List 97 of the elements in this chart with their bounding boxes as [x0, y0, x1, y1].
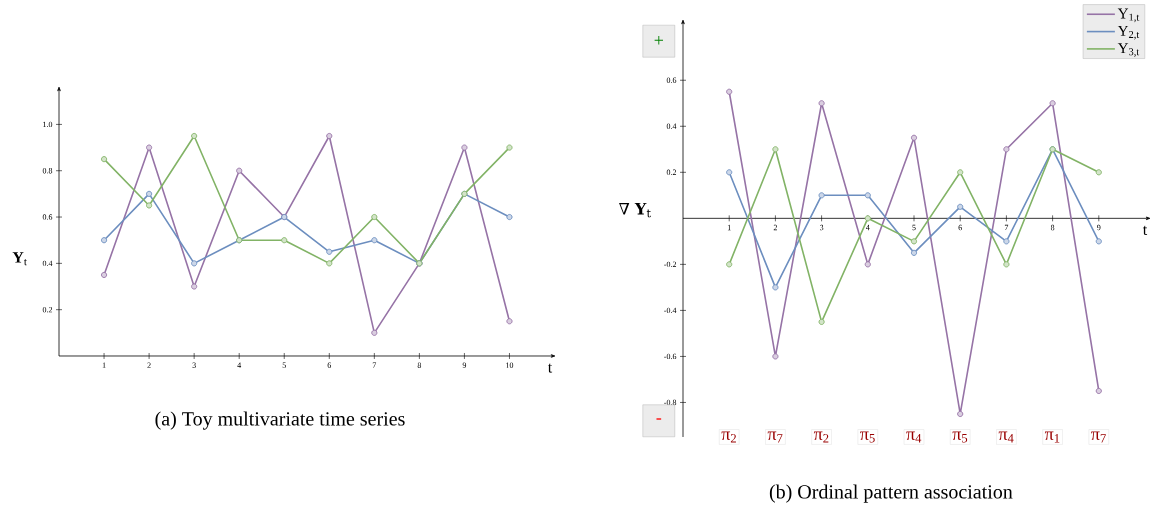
y-tick-label: 0.8 — [42, 168, 53, 174]
text: + — [654, 36, 663, 45]
point — [146, 202, 153, 209]
text: - — [656, 418, 662, 420]
point — [864, 261, 871, 268]
x-tick-label: 1 — [727, 224, 731, 231]
y-axis-title: Y$_{t}$ — [12, 252, 27, 266]
annotation: π$_{4}$ — [906, 431, 922, 443]
x-tick-label: 3 — [819, 224, 824, 231]
point — [910, 249, 918, 256]
point — [146, 144, 153, 151]
point — [726, 88, 733, 95]
point — [371, 329, 378, 336]
y-tick-label: 0.6 — [42, 214, 53, 220]
point — [957, 203, 964, 210]
y-tick-label: -0.4 — [664, 307, 677, 314]
legend-label: Y$_{1,t}$ — [1117, 8, 1140, 23]
point — [1003, 238, 1010, 245]
point — [818, 192, 825, 199]
legend-label: Y$_{2,t}$ — [1117, 25, 1140, 40]
point — [191, 283, 198, 290]
y-tick-label: 0.4 — [42, 260, 53, 267]
y-tick-label: 0.4 — [666, 123, 677, 129]
point — [864, 215, 871, 222]
point — [726, 261, 733, 268]
point — [281, 237, 288, 244]
point — [910, 134, 918, 141]
point — [1095, 387, 1102, 394]
point — [326, 248, 333, 255]
y-tick-label: 1.0 — [43, 121, 53, 128]
point — [191, 132, 198, 140]
point — [506, 318, 513, 325]
point — [864, 192, 871, 199]
x-tick-label: 5 — [912, 224, 916, 231]
x-axis-title: t — [1142, 225, 1148, 236]
x-tick-label: 8 — [1050, 224, 1055, 231]
x-tick-label: 2 — [147, 362, 151, 368]
x-tick-label: 9 — [462, 362, 467, 368]
annotation: π$_{4}$ — [998, 431, 1014, 443]
x-tick-label: 7 — [372, 362, 377, 368]
point — [371, 213, 378, 221]
point — [1049, 100, 1056, 107]
x-tick-label: 9 — [1097, 224, 1101, 231]
point — [818, 100, 825, 107]
x-tick-label: 4 — [865, 224, 870, 231]
point — [1003, 261, 1010, 268]
y-tick-label: -0.6 — [664, 353, 677, 360]
point — [236, 167, 243, 174]
x-tick-label: 1 — [102, 362, 106, 368]
point — [772, 146, 779, 153]
point — [726, 169, 733, 176]
point — [326, 260, 333, 267]
point — [772, 284, 779, 291]
x-tick-label: 5 — [282, 362, 286, 368]
point — [146, 190, 153, 197]
x-tick-label: 8 — [417, 362, 422, 368]
text: (b) Ordinal pattern association — [769, 484, 1013, 503]
y-axis-title: ∇ Y$_{t}$ — [619, 202, 651, 218]
y-tick-label: -0.2 — [664, 261, 677, 268]
annotation: π$_{1}$ — [1044, 431, 1060, 443]
point — [818, 318, 825, 325]
point — [101, 271, 108, 278]
point — [101, 237, 108, 244]
annotation: π$_{7}$ — [1091, 431, 1106, 443]
annotation: π$_{2}$ — [721, 431, 736, 443]
point — [506, 144, 513, 151]
annotation: π$_{5}$ — [952, 431, 968, 443]
point — [191, 260, 198, 267]
point — [326, 132, 333, 140]
point — [506, 213, 513, 221]
annotation: π$_{5}$ — [860, 431, 875, 443]
x-tick-label: 2 — [773, 224, 777, 231]
annotation: π$_{7}$ — [767, 431, 783, 443]
annotation: π$_{2}$ — [813, 431, 829, 443]
point — [461, 144, 468, 151]
point — [371, 237, 378, 244]
point — [1003, 146, 1010, 153]
x-axis-title: t — [547, 363, 553, 373]
y-tick-label: -0.8 — [664, 399, 677, 406]
legend-label: Y$_{3,t}$ — [1117, 43, 1140, 57]
text: (a) Toy multivariate time series — [155, 411, 405, 430]
x-tick-label: 10 — [506, 362, 514, 368]
x-tick-label: 7 — [1004, 224, 1009, 231]
point — [957, 410, 964, 418]
x-tick-label: 6 — [958, 224, 962, 231]
point — [772, 353, 779, 360]
x-tick-label: 3 — [192, 362, 196, 368]
y-tick-label: 0.2 — [666, 169, 677, 176]
point — [101, 156, 108, 163]
x-tick-label: 6 — [327, 362, 332, 368]
point — [957, 169, 964, 176]
point — [910, 238, 918, 245]
y-tick-label: 0.6 — [666, 77, 677, 83]
point — [1095, 169, 1102, 176]
x-tick-label: 4 — [237, 362, 242, 368]
y-tick-label: 0.2 — [42, 306, 53, 313]
point — [1095, 238, 1102, 245]
